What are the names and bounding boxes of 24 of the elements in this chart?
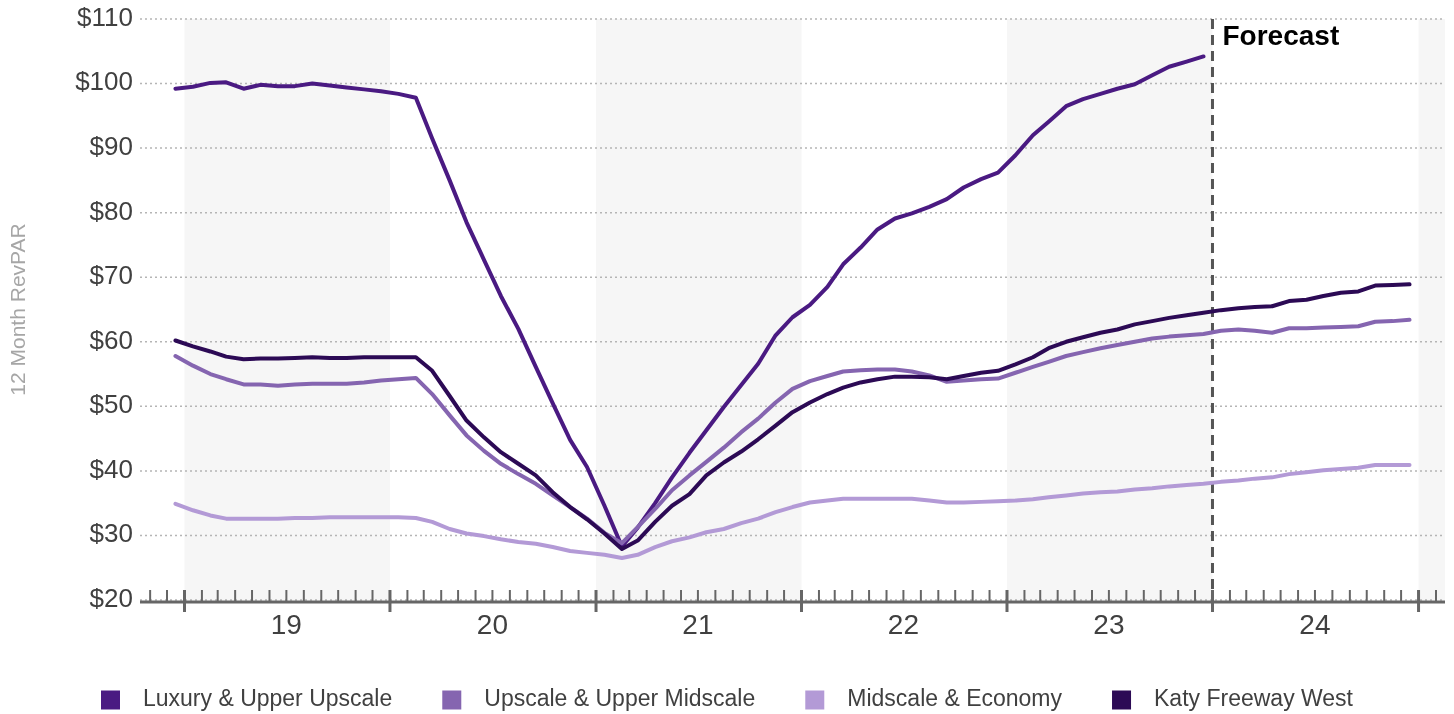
line-series [173,463,1412,561]
x-tick-label: 20 [476,609,509,641]
x-tick-label: 24 [1299,609,1331,641]
legend-label: Upscale & Upper Midscale [484,685,756,712]
legend-label: Katy Freeway West [1154,685,1354,712]
legend-label: Midscale & Economy [847,685,1063,712]
y-tick-label: $100 [75,66,133,97]
x-tick-label: 19 [270,609,302,641]
y-tick-label: $30 [89,518,133,549]
y-axis-title: 12 Month RevPAR [5,223,29,396]
line-series [173,54,1206,549]
x-tick-label: 23 [1093,609,1125,641]
y-tick-label: $80 [89,195,133,226]
y-tick-label: $70 [89,260,133,291]
y-tick-label: $110 [77,1,133,32]
y-tick-label: $20 [89,582,133,613]
x-tick-label: 22 [887,609,919,641]
legend-label: Luxury & Upper Upscale [143,685,393,712]
y-tick-label: $90 [89,130,133,161]
y-tick-label: $40 [89,453,133,484]
y-tick-label: $60 [89,324,133,355]
ref-line-label: Forecast [1222,20,1340,51]
x-tick-label: 21 [682,609,714,641]
y-tick-label: $50 [89,389,133,420]
